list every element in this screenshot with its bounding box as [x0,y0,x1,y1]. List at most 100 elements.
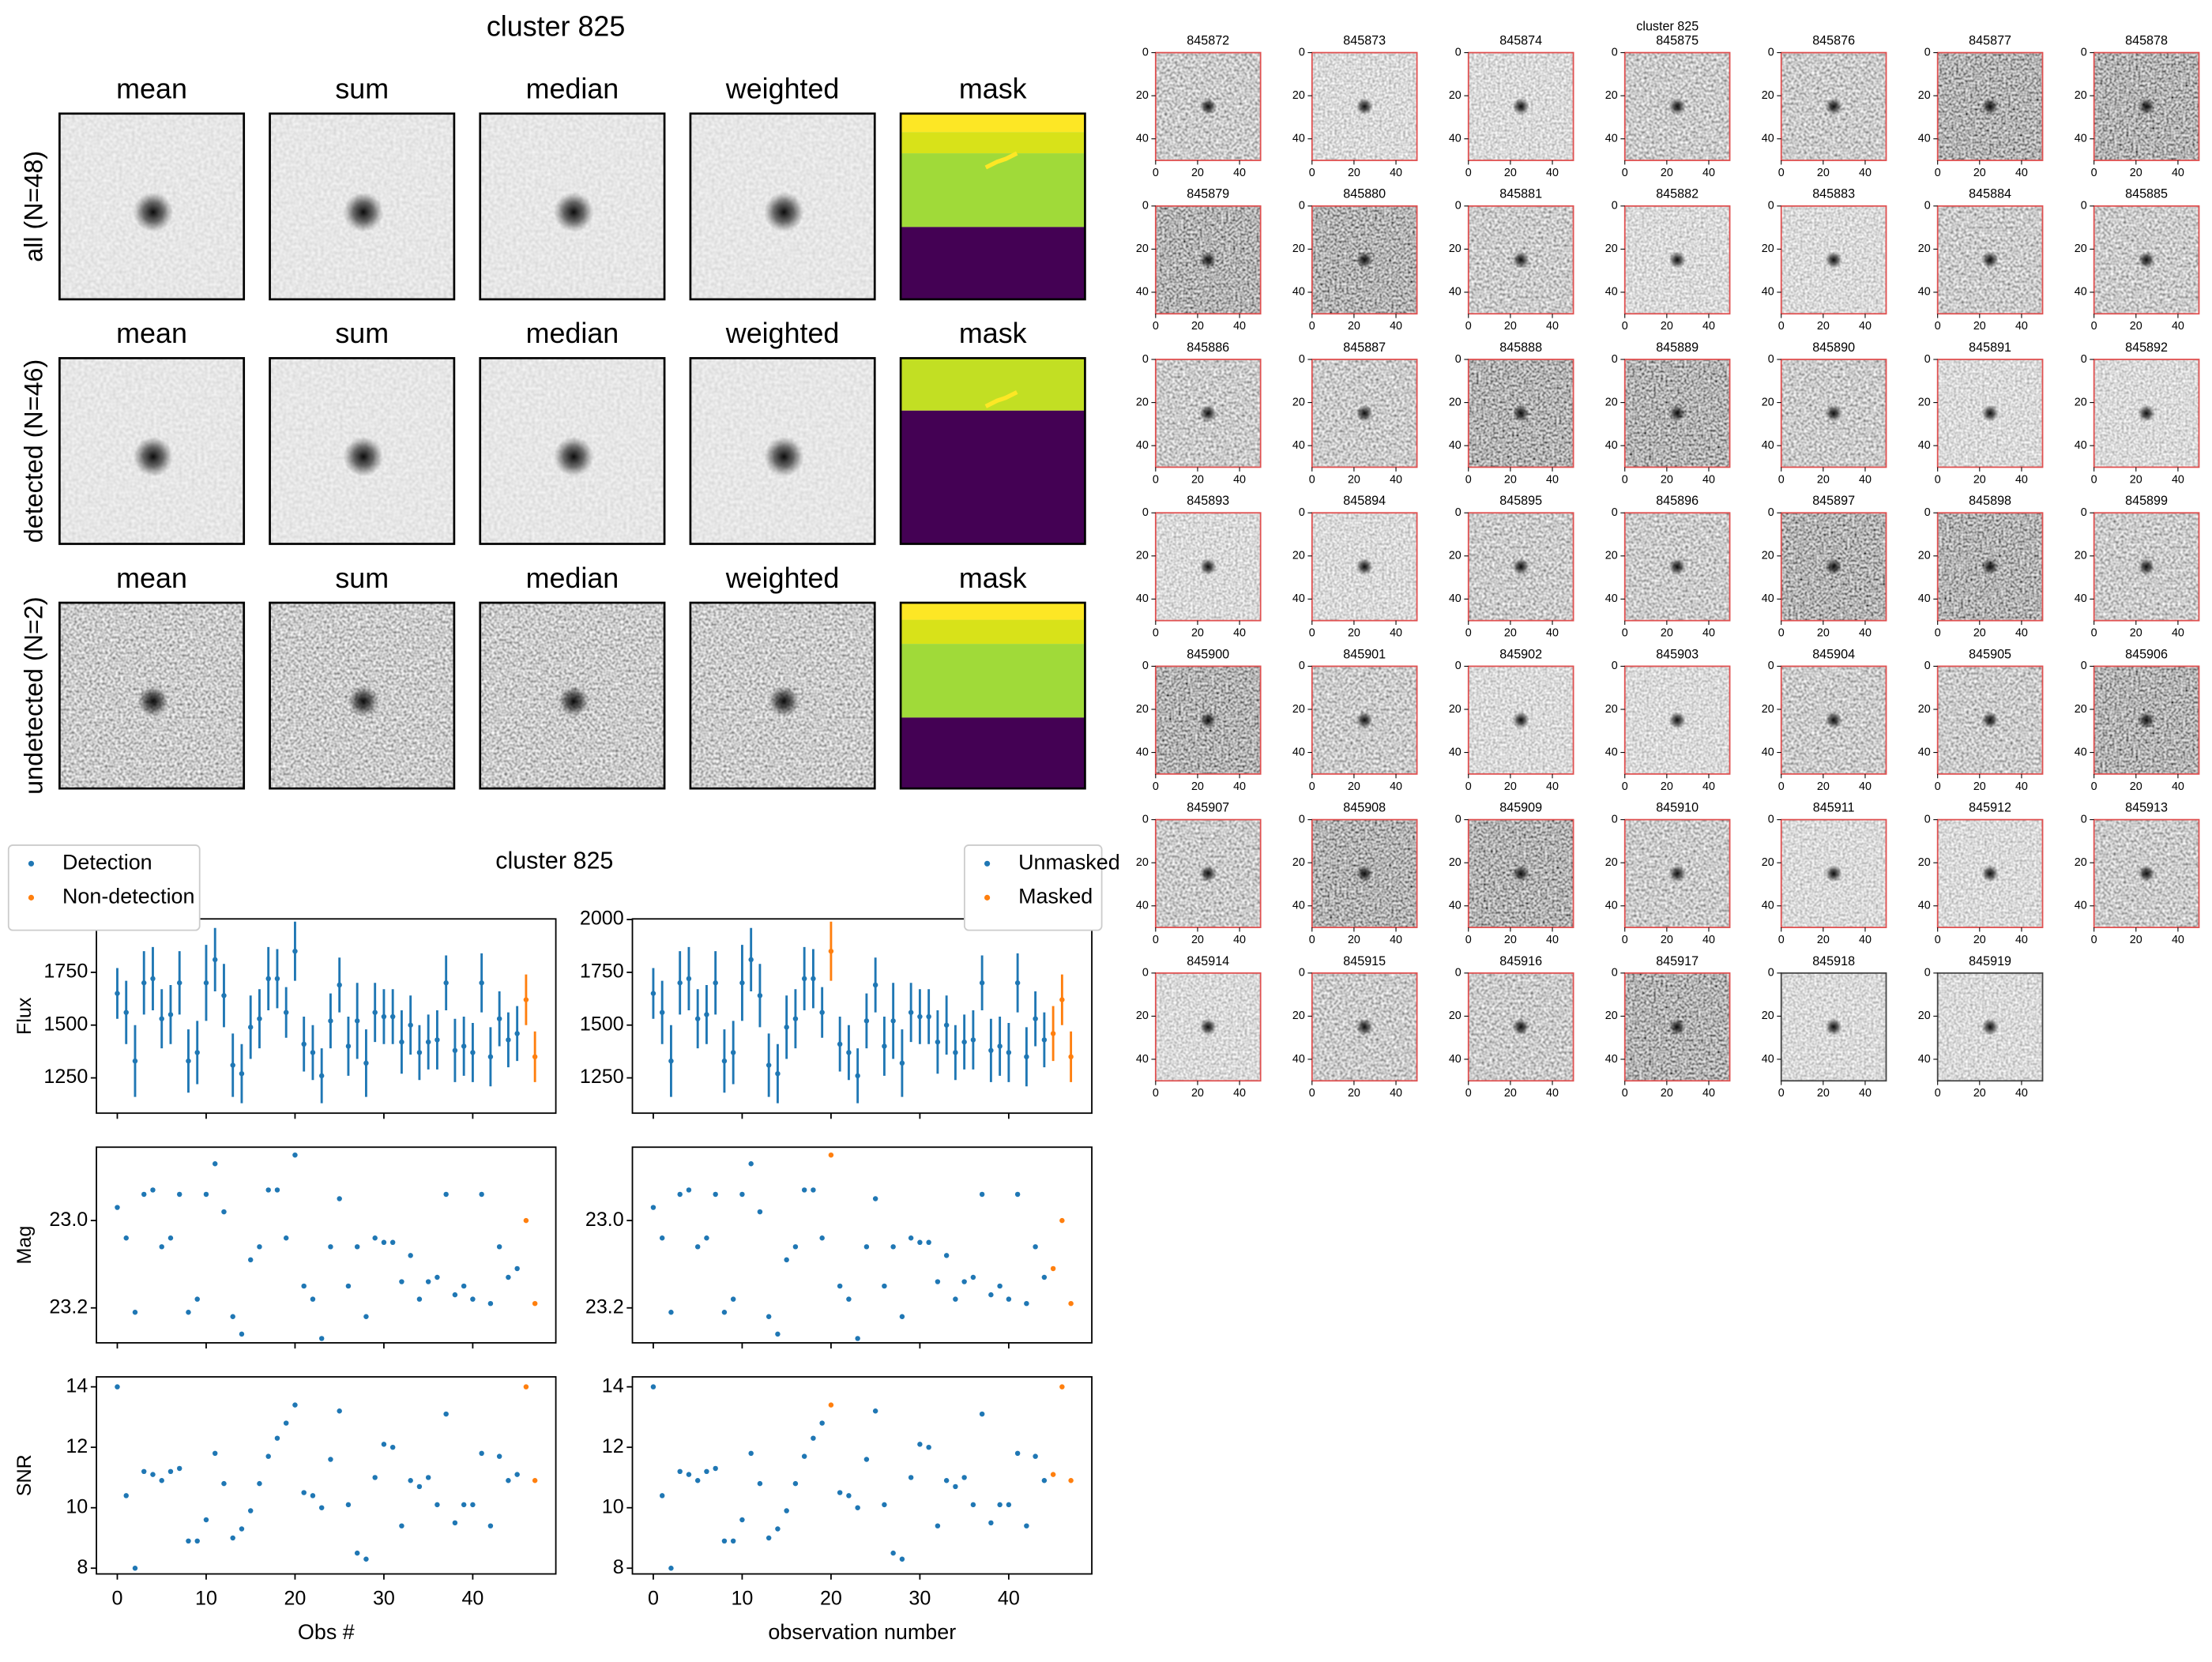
stamp-id: 845879 [1187,187,1229,201]
stamp-y-tick-label: 40 [1605,746,1618,758]
stamp-x-tick-label: 40 [1859,167,1872,179]
data-point [766,1535,772,1541]
data-point [748,1450,754,1457]
stamp-y-tick-label: 0 [1142,353,1149,366]
stamp-blob [2138,251,2155,269]
stamp-id: 845919 [1969,954,2011,968]
stamp-id: 845888 [1499,340,1542,355]
stamp-x-tick-label: 40 [1859,473,1872,486]
stamp-y-tick-label: 0 [1142,813,1149,825]
data-point [704,1235,709,1241]
data-point [863,1457,870,1462]
stamp-blob [1512,1018,1529,1036]
stamp-y-tick-label: 20 [1762,243,1774,255]
data-point [1068,1478,1074,1483]
data-point [257,1244,262,1250]
stamp-x-tick-label: 20 [1191,473,1204,486]
stamp-blob [1199,251,1217,269]
stamp-x-tick-label: 20 [1191,320,1204,333]
data-point [443,980,449,986]
data-point [1014,1450,1021,1457]
stamp-y-tick-label: 20 [1918,856,1931,869]
data-point [917,1239,923,1246]
axes-frame [96,918,557,1115]
stamp-x-tick-label: 20 [1348,627,1360,640]
data-point [1041,1274,1048,1280]
stamp-y-tick-label: 20 [2075,856,2087,869]
stamp-blob [1356,98,1373,115]
mask-band [901,227,1085,299]
stamp-frame [1936,512,2044,622]
stamp-blob [1512,251,1529,269]
data-point [425,1475,431,1480]
data-point [318,1505,325,1510]
stamp-y-tick-label: 20 [1292,703,1305,716]
stamp-x-tick-label: 20 [1817,473,1830,486]
stamp-y-tick-label: 0 [1924,46,1931,58]
stamp-x-tick-label: 40 [2172,627,2184,640]
data-point [908,1475,914,1480]
stamp-blob [1668,251,1686,269]
data-point [872,1196,878,1201]
stamp-y-tick-label: 40 [1762,133,1774,145]
data-point [532,1300,538,1307]
data-point [301,1283,307,1289]
column-title: sum [335,73,389,105]
y-tick-label: 1250 [580,1066,624,1088]
data-point [265,1187,271,1193]
data-point [425,1039,431,1045]
stamp-x-tick-label: 0 [1153,1087,1159,1100]
data-point [943,1022,950,1028]
data-point [882,1043,887,1049]
source-blob [768,686,800,717]
data-point [239,1331,245,1337]
data-point [345,1283,352,1289]
stamp-x-tick-label: 0 [1153,320,1159,333]
mask-streak [984,151,1018,170]
data-point [801,1453,807,1459]
legend-label: Detection [62,850,152,874]
stamp-x-tick-label: 0 [1309,320,1315,333]
data-point [194,1538,200,1544]
stamp-frame [1936,205,2044,315]
stamp-x-tick-label: 20 [1348,780,1360,793]
stamp-frame [1311,512,1418,622]
data-point [961,1279,967,1284]
stamp-x-tick-label: 0 [1465,167,1472,179]
stamp-x-tick-label: 40 [1390,934,1402,946]
data-point [372,1010,378,1015]
stamp-id: 845883 [1812,187,1855,201]
data-point [792,1480,799,1487]
data-point [659,1010,665,1015]
stamp-x-tick-label: 0 [1935,473,1941,486]
data-point [846,1050,852,1055]
data-point [846,1493,852,1498]
stamp-x-tick-label: 40 [1702,320,1715,333]
stamp-x-tick-label: 40 [1546,167,1559,179]
stamp-x-tick-label: 40 [2172,934,2184,946]
stamp-x-tick-label: 40 [1546,780,1559,793]
data-point [514,1265,520,1272]
stamp-y-tick-label: 20 [1762,703,1774,716]
y-tick-label: 10 [66,1495,88,1517]
y-axis-label: Flux [13,997,36,1035]
data-point [882,1502,887,1508]
data-point [677,980,683,986]
stamp-id: 845877 [1969,34,2011,48]
data-point [283,1235,289,1241]
y-tick-label: 8 [77,1556,88,1578]
stamp-y-tick-label: 0 [1612,813,1618,825]
stamp-x-tick-label: 0 [1153,934,1159,946]
source-blob [554,437,594,477]
x-tick-label: 40 [998,1587,1020,1609]
data-point [389,1013,396,1020]
stamp-id: 845886 [1187,340,1229,355]
stamp-y-tick-label: 20 [1762,89,1774,102]
stamp-x-tick-label: 40 [1233,473,1246,486]
stamps-title: cluster 825 [1636,20,1698,34]
stamp-x-tick-label: 0 [1778,473,1785,486]
stamp-x-tick-label: 20 [1504,780,1517,793]
stamp-x-tick-label: 0 [1309,780,1315,793]
axes-frame [96,1376,557,1575]
stamp-blob [1356,865,1373,882]
